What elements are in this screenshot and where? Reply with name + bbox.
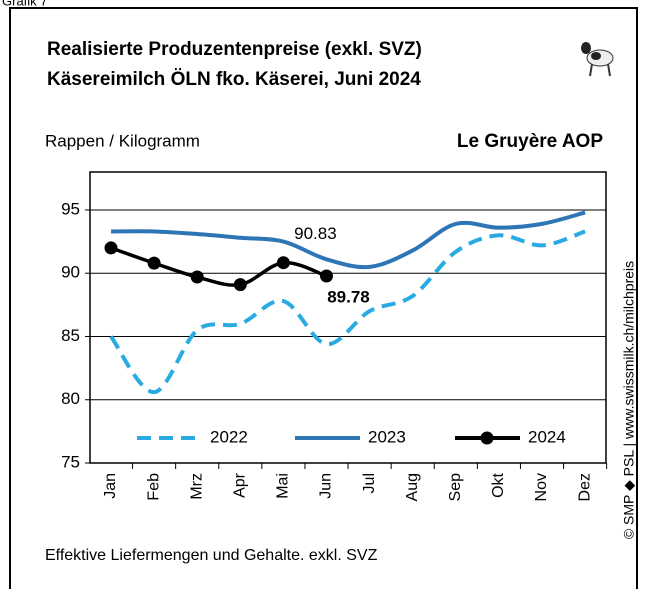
y-tick-label: 75 xyxy=(61,452,80,471)
y-tick-label: 95 xyxy=(61,199,80,218)
data-point xyxy=(190,270,204,284)
x-tick-label: Jul xyxy=(361,473,378,493)
x-tick-label: Aug xyxy=(404,473,421,501)
x-tick-label: Feb xyxy=(145,473,162,501)
x-tick-label: Okt xyxy=(490,472,507,497)
x-tick-label: Dez xyxy=(576,473,593,501)
x-tick-label: Mai xyxy=(275,473,292,499)
legend-marker xyxy=(480,431,494,445)
plot-border xyxy=(89,171,607,464)
y-axis-label: Rappen / Kilogramm xyxy=(45,131,200,150)
data-point xyxy=(320,269,333,283)
cow-icon xyxy=(581,42,614,77)
chart-subtitle: Käsereimilch ÖLN fko. Käserei, Juni 2024 xyxy=(47,69,421,90)
x-tick-label: Apr xyxy=(232,472,249,498)
data-point xyxy=(276,256,290,270)
data-point xyxy=(147,256,161,270)
footnote: Effektive Liefermengen und Gehalte. exkl… xyxy=(45,547,378,564)
chart-title: Realisierte Produzentenpreise (exkl. SVZ… xyxy=(47,39,422,60)
product-label: Le Gruyère AOP xyxy=(457,131,603,152)
x-tick-label: Mrz xyxy=(188,473,205,500)
data-label: 90.83 xyxy=(294,224,337,243)
x-tick-label: Nov xyxy=(533,473,550,501)
series-line xyxy=(109,229,586,395)
x-tick-label: Jun xyxy=(318,473,335,499)
legend-label: 2024 xyxy=(528,427,566,446)
source: © SMP ◆ PSL | www.swissmilk.ch/milchprei… xyxy=(621,261,637,539)
y-tick-label: 85 xyxy=(61,326,80,345)
x-tick-label: Sep xyxy=(447,473,464,502)
series-line xyxy=(110,246,328,287)
data-point xyxy=(233,278,247,292)
figure-label: Grafik 7 xyxy=(2,0,48,8)
frame xyxy=(9,7,638,589)
y-tick-label: 80 xyxy=(61,389,80,408)
x-tick-label: Jan xyxy=(102,473,119,499)
legend-label: 2022 xyxy=(210,427,248,446)
data-point xyxy=(104,241,118,255)
y-tick-label: 90 xyxy=(61,263,80,282)
data-label: 89.78 xyxy=(327,287,370,306)
series-line xyxy=(110,210,586,270)
legend-label: 2023 xyxy=(368,427,406,446)
